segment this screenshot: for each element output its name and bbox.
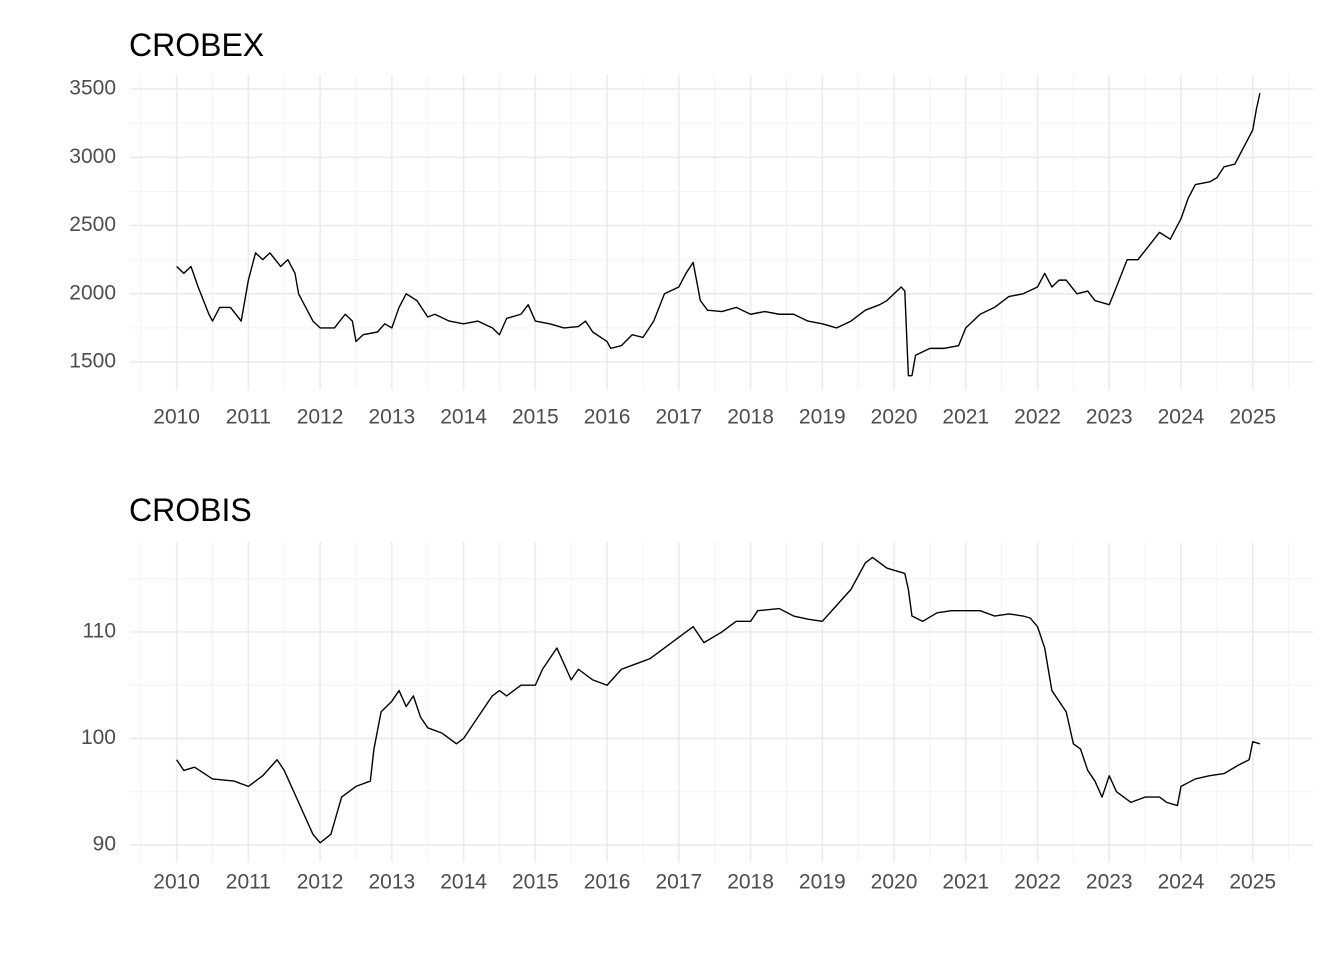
x-tick-label: 2010: [153, 871, 200, 894]
x-tick-label: 2015: [512, 871, 559, 894]
x-tick-label: 2021: [942, 871, 989, 894]
x-tick-label: 2023: [1086, 871, 1133, 894]
x-tick-label: 2011: [226, 406, 271, 429]
series-line: [176, 93, 1261, 377]
x-tick-label: 2018: [727, 406, 774, 429]
y-tick-label: 3500: [69, 77, 116, 100]
x-tick-label: 2024: [1158, 406, 1205, 429]
x-tick-label: 2011: [226, 871, 271, 894]
x-tick-label: 2013: [368, 406, 415, 429]
panel: CROBEX 1500 2000 2500 3000 3500 2010 2011 2012 20…: [69, 27, 1313, 429]
x-tick-label: 2025: [1229, 871, 1276, 894]
y-tick-label: 2000: [69, 281, 116, 304]
y-tick-label: 100: [81, 726, 116, 749]
x-tick-label: 2018: [727, 871, 774, 894]
chart-title: CROBIS: [129, 492, 252, 528]
x-tick-label: 2020: [871, 871, 918, 894]
y-tick-label: 2500: [69, 213, 116, 236]
x-tick-label: 2017: [655, 406, 702, 429]
x-tick-label: 2014: [440, 871, 487, 894]
x-tick-label: 2019: [799, 406, 846, 429]
x-tick-label: 2013: [368, 871, 415, 894]
x-tick-label: 2015: [512, 406, 559, 429]
x-tick-label: 2016: [584, 871, 631, 894]
series-line: [176, 556, 1261, 844]
x-tick-label: 2016: [584, 406, 631, 429]
x-tick-label: 2024: [1158, 871, 1205, 894]
y-tick-label: 3000: [69, 145, 116, 168]
x-tick-label: 2021: [942, 406, 989, 429]
x-tick-label: 2022: [1014, 406, 1061, 429]
x-tick-label: 2012: [297, 871, 344, 894]
x-tick-label: 2012: [297, 406, 344, 429]
x-tick-label: 2019: [799, 871, 846, 894]
x-tick-label: 2023: [1086, 406, 1133, 429]
y-tick-label: 110: [83, 620, 116, 643]
x-tick-label: 2010: [153, 406, 200, 429]
x-tick-label: 2017: [655, 871, 702, 894]
y-tick-label: 1500: [69, 350, 116, 373]
x-tick-label: 2020: [871, 406, 918, 429]
y-tick-label: 90: [93, 833, 116, 856]
x-tick-label: 2014: [440, 406, 487, 429]
x-tick-label: 2025: [1229, 406, 1276, 429]
x-tick-label: 2022: [1014, 871, 1061, 894]
panel: CROBIS 90 100 110 2010 2011 2012 2013 2014 2015 20…: [81, 492, 1313, 894]
chart-title: CROBEX: [129, 27, 264, 63]
